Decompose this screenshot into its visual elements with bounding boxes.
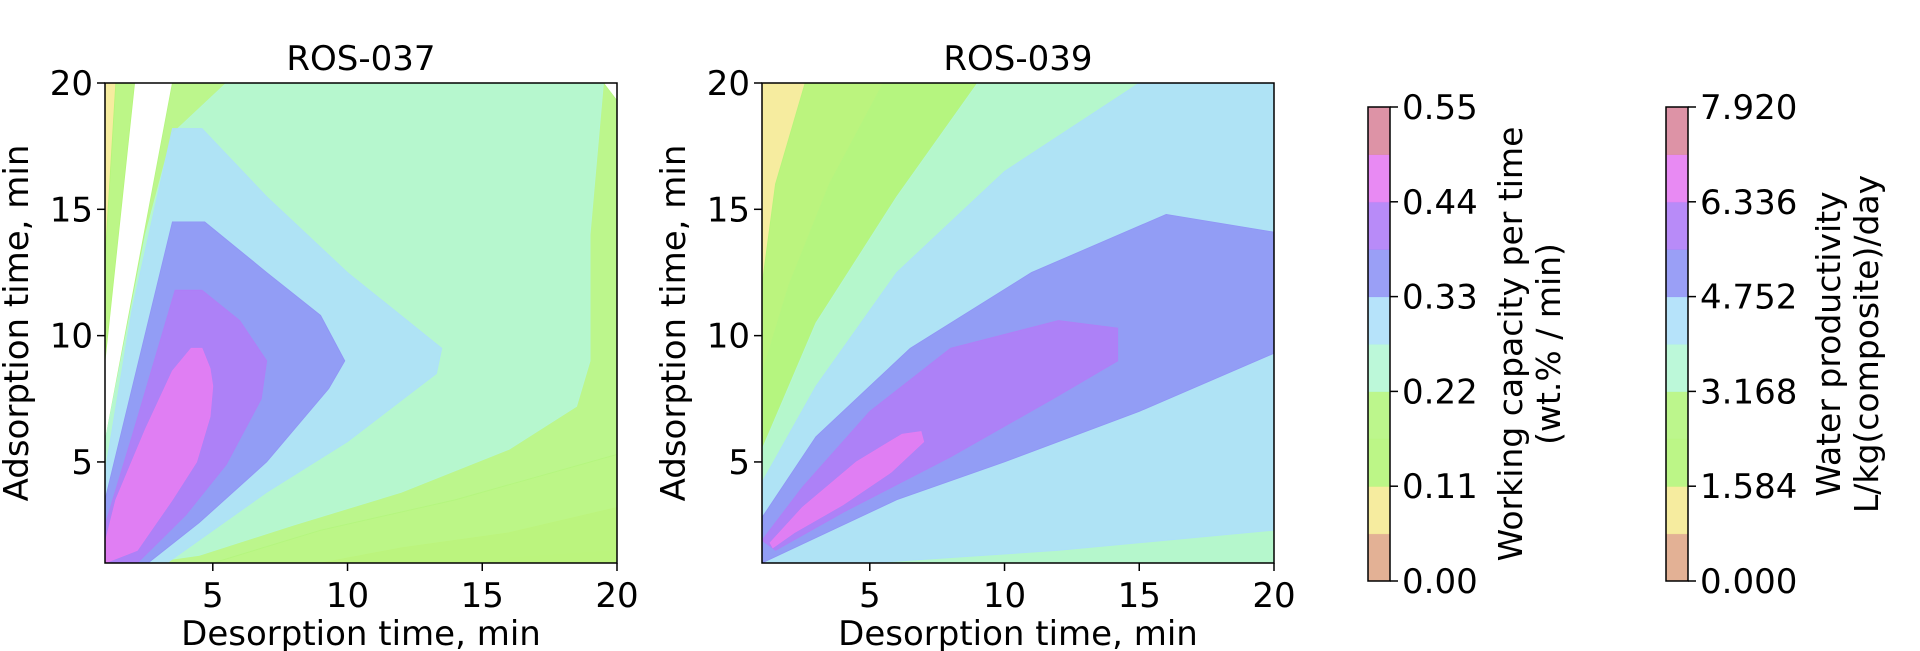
y-tick-label: 10	[707, 317, 750, 357]
colorbar-ticks: 0.000 1.584 3.168 4.752 6.336 7.920	[1688, 88, 1797, 602]
colorbar-band	[1666, 438, 1688, 487]
y-tick-label: 5	[728, 443, 750, 483]
colorbar-tick-label: 0.22	[1402, 372, 1478, 412]
colorbar-band	[1368, 201, 1390, 250]
colorbar-frame	[1665, 106, 1689, 582]
panel-title: ROS-037	[286, 39, 435, 79]
colorbar-bands	[1666, 107, 1688, 582]
x-tick-label: 5	[859, 576, 881, 616]
colorbar-tick-label: 3.168	[1700, 372, 1797, 412]
y-tick-label: 5	[71, 443, 93, 483]
plot-frame	[104, 82, 618, 564]
contour-fill-group	[762, 83, 1274, 563]
colorbar-band	[1666, 249, 1688, 298]
colorbar-band	[1666, 296, 1688, 345]
y-axis-ticks: 5 10 15 20	[50, 64, 105, 483]
colorbar-band	[1666, 107, 1688, 155]
colorbar-working-capacity: 0.00 0.11 0.22 0.33 0.44 0.55 Working capacit…	[1367, 88, 1568, 602]
colorbar-band	[1368, 533, 1390, 582]
colorbar-band	[1666, 486, 1688, 535]
colorbar-tick-label: 0.55	[1402, 88, 1478, 128]
colorbar-tick-label: 0.00	[1402, 562, 1478, 602]
colorbar-band	[1666, 391, 1688, 440]
colorbar-band	[1666, 154, 1688, 203]
colorbar-band	[1666, 201, 1688, 250]
x-tick-label: 5	[202, 576, 224, 616]
y-tick-label: 15	[707, 190, 750, 230]
colorbar-tick-label: 0.33	[1402, 278, 1478, 318]
x-tick-label: 15	[461, 576, 504, 616]
colorbar-band	[1666, 344, 1688, 392]
x-axis-label: Desorption time, min	[181, 614, 541, 651]
x-tick-label: 15	[1118, 576, 1161, 616]
colorbar-band	[1666, 533, 1688, 582]
colorbar-ticks: 0.00 0.11 0.22 0.33 0.44 0.55	[1390, 88, 1478, 602]
y-tick-label: 20	[50, 64, 93, 104]
colorbar-band	[1368, 438, 1390, 487]
colorbar-tick-label: 0.11	[1402, 467, 1478, 507]
colorbar-band	[1368, 486, 1390, 535]
y-axis-label: Adsorption time, min	[0, 145, 37, 502]
colorbar-label-line2: L/kg(composite)/day	[1847, 175, 1886, 513]
y-axis-ticks: 5 10 15 20	[707, 64, 762, 483]
colorbar-tick-label: 7.920	[1700, 88, 1797, 128]
x-axis-ticks: 5 10 15 20	[859, 563, 1296, 616]
colorbar-label-line1: Working capacity per time	[1491, 127, 1530, 562]
y-tick-label: 20	[707, 64, 750, 104]
colorbar-tick-label: 1.584	[1700, 467, 1797, 507]
x-tick-label: 20	[1252, 576, 1295, 616]
x-axis-ticks: 5 10 15 20	[202, 563, 639, 616]
x-axis-label: Desorption time, min	[838, 614, 1198, 651]
colorbar-band	[1368, 154, 1390, 203]
contour-region-level-8	[769, 431, 925, 549]
colorbar-label-line1: Water productivity	[1809, 191, 1848, 496]
colorbar-band	[1368, 344, 1390, 392]
colorbar-water-productivity: 0.000 1.584 3.168 4.752 6.336 7.920 Water pro…	[1665, 88, 1886, 602]
panel-title: ROS-039	[943, 39, 1092, 79]
y-axis-label: Adsorption time, min	[654, 145, 694, 502]
x-tick-label: 20	[595, 576, 638, 616]
contour-panel-ros-037: 5 10 15 20 5 10 15 20 ROS-037 Desorption time,…	[0, 39, 639, 651]
x-tick-label: 10	[983, 576, 1026, 616]
colorbar-tick-label: 4.752	[1700, 278, 1797, 318]
colorbar-band	[1368, 107, 1390, 155]
contour-fill-group	[105, 83, 617, 563]
colorbar-band	[1368, 249, 1390, 298]
contour-region-level-8	[105, 347, 214, 563]
colorbar-band	[1368, 391, 1390, 440]
y-tick-label: 10	[50, 317, 93, 357]
contour-region-level-2	[105, 83, 136, 361]
y-tick-label: 15	[50, 190, 93, 230]
colorbar-tick-label: 6.336	[1700, 183, 1797, 223]
colorbar-tick-label: 0.44	[1402, 183, 1478, 223]
colorbar-label-line2: (wt.% / min)	[1529, 243, 1568, 445]
colorbar-bands	[1368, 107, 1390, 582]
contour-panel-ros-039: 5 10 15 20 5 10 15 20 ROS-039 Desorption time,…	[654, 39, 1296, 651]
colorbar-tick-label: 0.000	[1700, 562, 1797, 602]
plot-frame	[761, 82, 1275, 564]
x-tick-label: 10	[326, 576, 369, 616]
colorbar-band	[1368, 296, 1390, 345]
colorbar-frame	[1367, 106, 1391, 582]
